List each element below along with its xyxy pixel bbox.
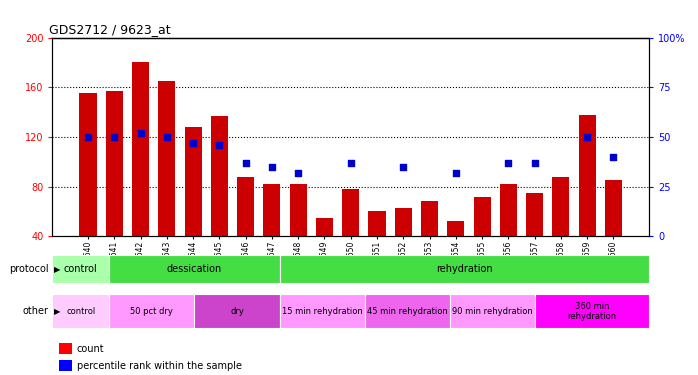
Bar [369, 211, 385, 236]
Bar [342, 189, 359, 236]
Bar [195, 294, 280, 328]
Bar [132, 62, 149, 236]
Bar [552, 177, 570, 236]
Text: 90 min rehydration: 90 min rehydration [452, 307, 533, 316]
Bar [263, 184, 281, 236]
Point [581, 134, 593, 140]
Bar [52, 294, 109, 328]
Point [240, 160, 251, 166]
Bar [59, 343, 72, 354]
Bar [109, 255, 280, 283]
Bar [579, 114, 595, 236]
Point [109, 134, 120, 140]
Text: control: control [64, 264, 98, 274]
Bar [526, 193, 543, 236]
Point [608, 154, 619, 160]
Bar [473, 196, 491, 236]
Text: GDS2712 / 9623_at: GDS2712 / 9623_at [50, 23, 171, 36]
Text: 45 min rehydration: 45 min rehydration [367, 307, 448, 316]
Bar [535, 294, 649, 328]
Bar [290, 184, 306, 236]
Bar [500, 184, 517, 236]
Text: control: control [66, 307, 96, 316]
Bar [450, 294, 535, 328]
Bar [447, 221, 464, 236]
Bar [52, 255, 109, 283]
Bar [109, 294, 195, 328]
Text: ▶: ▶ [54, 307, 60, 316]
Point [292, 170, 304, 176]
Text: protocol: protocol [9, 264, 49, 274]
Bar [365, 294, 450, 328]
Bar [59, 360, 72, 371]
Text: 360 min
rehydration: 360 min rehydration [567, 302, 617, 321]
Bar [237, 177, 254, 236]
Bar [605, 180, 622, 236]
Point [161, 134, 172, 140]
Point [267, 164, 278, 170]
Text: dessication: dessication [167, 264, 222, 274]
Bar [184, 127, 202, 236]
Bar [80, 93, 96, 236]
Point [188, 140, 199, 146]
Bar [280, 255, 649, 283]
Text: count: count [77, 344, 105, 354]
Text: 50 pct dry: 50 pct dry [131, 307, 173, 316]
Bar [421, 201, 438, 236]
Point [503, 160, 514, 166]
Point [398, 164, 409, 170]
Point [82, 134, 94, 140]
Text: ▶: ▶ [54, 265, 60, 274]
Text: other: other [23, 306, 49, 316]
Text: 15 min rehydration: 15 min rehydration [282, 307, 363, 316]
Text: percentile rank within the sample: percentile rank within the sample [77, 361, 242, 370]
Bar [280, 294, 365, 328]
Point [450, 170, 461, 176]
Text: rehydration: rehydration [436, 264, 493, 274]
Point [345, 160, 356, 166]
Point [214, 142, 225, 148]
Bar [106, 91, 123, 236]
Bar [316, 217, 333, 236]
Point [529, 160, 540, 166]
Bar [395, 208, 412, 236]
Bar [211, 116, 228, 236]
Bar [158, 81, 175, 236]
Point [135, 130, 146, 136]
Text: dry: dry [230, 307, 244, 316]
